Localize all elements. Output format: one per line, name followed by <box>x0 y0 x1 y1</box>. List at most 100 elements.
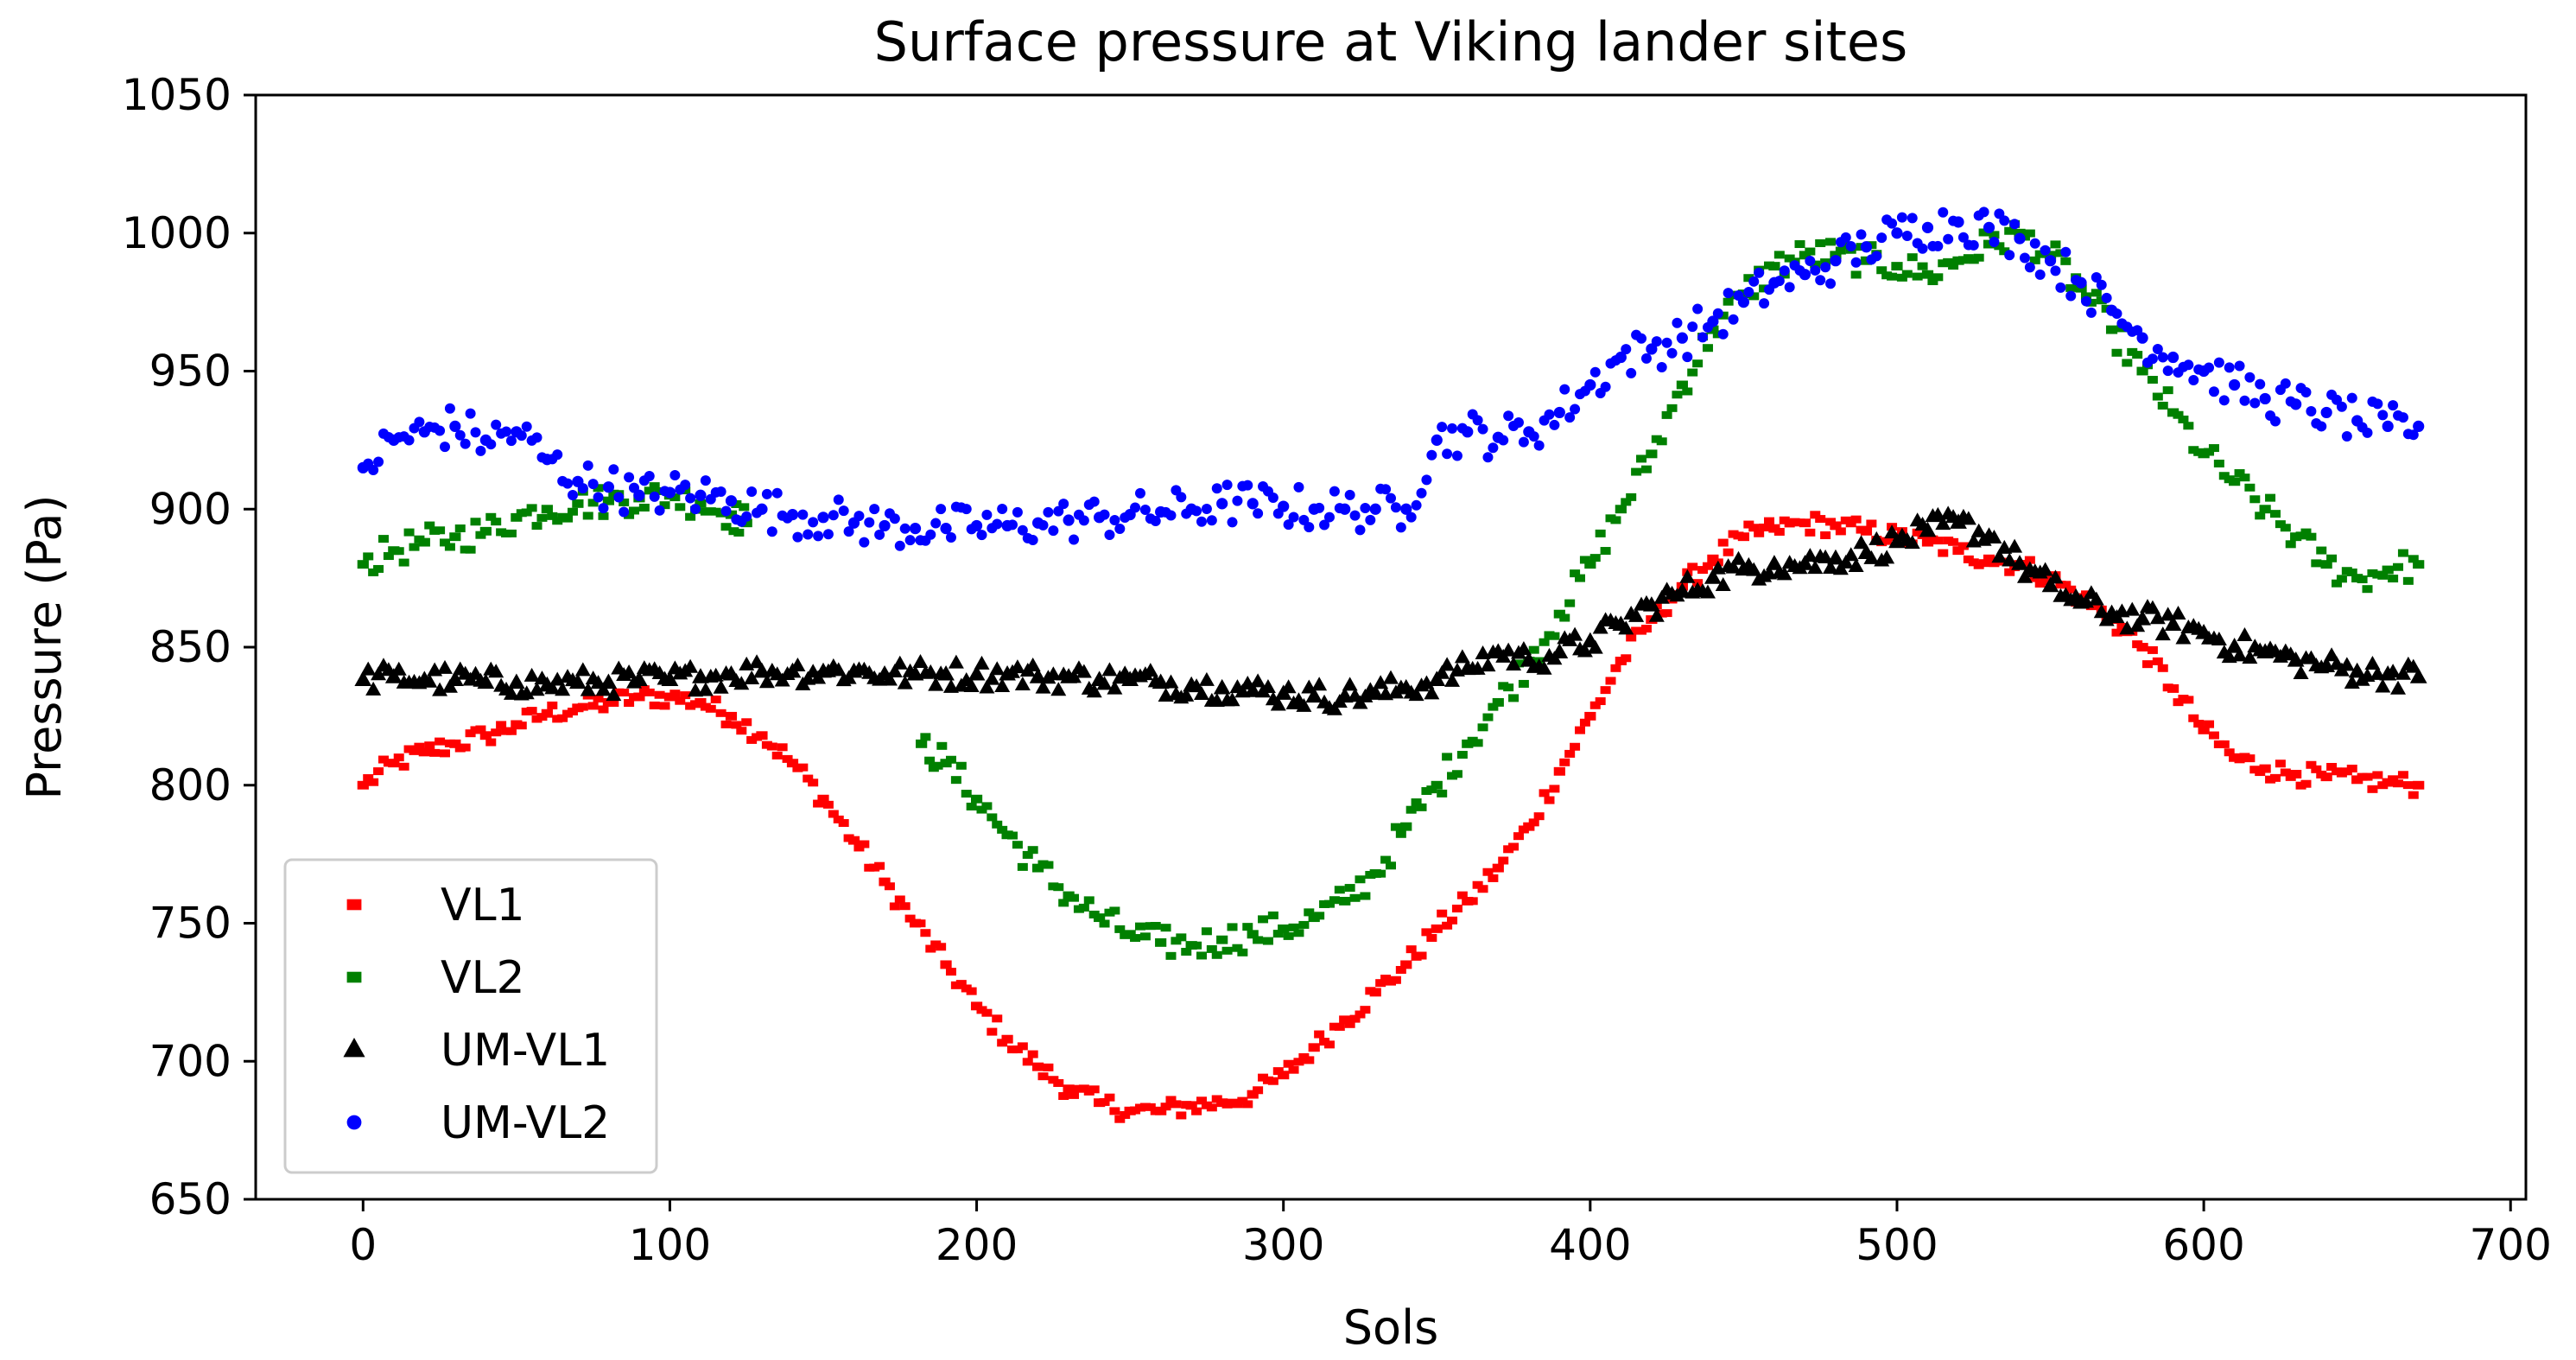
point-um-vl2 <box>1615 351 1627 364</box>
point-vl1 <box>899 902 910 911</box>
point-um-vl1 <box>1991 549 2008 563</box>
point-um-vl1 <box>2016 569 2033 583</box>
point-vl2 <box>1692 359 1704 368</box>
point-um-vl2 <box>1676 332 1688 344</box>
point-um-vl2 <box>1968 239 1979 251</box>
point-vl1 <box>1022 1058 1033 1066</box>
point-vl1 <box>418 747 430 757</box>
point-um-vl2 <box>414 416 425 428</box>
point-um-vl1 <box>2037 562 2053 576</box>
point-um-vl1 <box>1075 664 1092 678</box>
point-vl2 <box>1109 906 1120 915</box>
point-um-vl1 <box>1536 660 1552 675</box>
point-um-vl2 <box>1477 423 1488 435</box>
point-vl2 <box>2152 392 2163 401</box>
point-um-vl1 <box>1178 687 1195 702</box>
point-vl2 <box>1314 912 1325 920</box>
point-vl1 <box>1553 766 1565 776</box>
point-vl1 <box>675 696 686 705</box>
point-um-vl2 <box>1921 221 1934 233</box>
point-um-vl2 <box>2382 420 2394 432</box>
point-um-vl2 <box>1887 218 1898 229</box>
point-vl1 <box>1952 546 1964 556</box>
point-um-vl2 <box>1360 503 1371 514</box>
point-vl2 <box>1559 613 1570 622</box>
point-vl1 <box>1830 521 1842 531</box>
point-vl1 <box>1304 1056 1315 1064</box>
point-um-vl1 <box>1807 560 1824 575</box>
point-um-vl1 <box>1648 607 1665 622</box>
point-vl1 <box>1482 867 1494 876</box>
point-um-vl2 <box>1390 502 1401 513</box>
point-vl1 <box>1717 538 1729 547</box>
point-um-vl1 <box>1280 679 1297 694</box>
point-vl2 <box>2413 560 2425 569</box>
point-um-vl1 <box>1592 620 1608 634</box>
legend-label-um-vl2: UM-VL2 <box>441 1097 610 1149</box>
point-um-vl1 <box>1935 516 1951 531</box>
point-um-vl2 <box>771 487 783 499</box>
y-tick-label: 850 <box>149 622 232 672</box>
point-vl1 <box>1477 885 1488 893</box>
point-vl2 <box>739 503 750 512</box>
point-um-vl1 <box>1827 549 1844 565</box>
point-um-vl2 <box>981 509 993 520</box>
point-um-vl2 <box>1999 215 2010 226</box>
point-vl2 <box>1589 554 1601 562</box>
point-vl2 <box>378 535 389 543</box>
point-vl2 <box>2157 401 2168 410</box>
point-um-vl2 <box>1564 412 1576 423</box>
point-vl1 <box>2259 764 2271 773</box>
point-vl1 <box>715 709 726 717</box>
point-vl2 <box>2096 296 2107 305</box>
point-vl1 <box>1815 515 1826 524</box>
point-vl1 <box>363 774 374 783</box>
point-vl2 <box>1528 645 1539 654</box>
point-vl2 <box>1825 238 1837 246</box>
point-um-vl1 <box>1213 678 1231 695</box>
point-um-vl1 <box>384 668 403 683</box>
point-um-vl1 <box>1035 679 1051 694</box>
point-vl1 <box>1431 924 1443 933</box>
point-um-vl2 <box>1437 422 1448 433</box>
point-vl2 <box>1687 368 1698 377</box>
point-vl2 <box>920 733 931 741</box>
point-um-vl2 <box>1365 514 1376 525</box>
point-um-vl2 <box>654 505 665 516</box>
point-um-vl1 <box>2405 658 2421 673</box>
point-um-vl1 <box>1653 589 1670 604</box>
point-vl1 <box>1957 542 1969 550</box>
point-um-vl2 <box>1779 265 1790 276</box>
x-tick-label: 300 <box>1242 1220 1324 1270</box>
point-vl1 <box>449 739 461 748</box>
point-um-vl1 <box>1444 672 1461 687</box>
point-um-vl2 <box>2259 392 2271 405</box>
point-vl1 <box>1472 880 1483 889</box>
point-um-vl1 <box>1101 662 1118 677</box>
point-vl2 <box>1584 560 1596 569</box>
point-um-vl1 <box>1642 596 1660 612</box>
legend-box <box>283 858 658 1174</box>
point-um-vl2 <box>1513 416 1524 428</box>
point-um-vl2 <box>2290 398 2302 410</box>
point-vl1 <box>1196 1096 1207 1105</box>
point-vl2 <box>731 500 742 509</box>
point-um-vl2 <box>1130 502 1141 513</box>
point-vl1 <box>1375 979 1386 988</box>
point-vl1 <box>1579 718 1590 727</box>
point-vl2 <box>1139 932 1151 941</box>
point-um-vl2 <box>2183 359 2194 371</box>
point-vl2 <box>1191 941 1202 950</box>
point-vl1 <box>1442 921 1453 930</box>
point-um-vl2 <box>1978 207 1989 218</box>
point-um-vl1 <box>2409 668 2427 683</box>
point-vl1 <box>435 737 446 746</box>
point-vl1 <box>429 748 441 757</box>
y-axis-label: Pressure (Pa) <box>17 494 72 799</box>
point-um-vl2 <box>741 511 752 522</box>
point-vl1 <box>1835 527 1846 536</box>
point-um-vl1 <box>697 682 714 696</box>
point-um-vl2 <box>1451 450 1462 461</box>
point-um-vl2 <box>1528 431 1539 442</box>
point-vl1 <box>1349 1014 1361 1023</box>
